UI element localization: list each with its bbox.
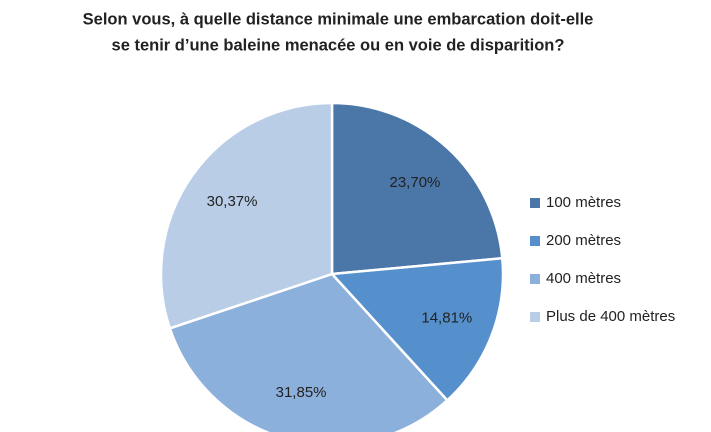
pie-slice [159, 101, 334, 330]
pie-slice [330, 101, 504, 276]
data-label: 31,85% [276, 384, 327, 401]
legend-swatch [530, 274, 540, 284]
data-label: 14,81% [421, 309, 472, 326]
legend-label: 200 mètres [546, 232, 621, 249]
chart-title: Selon vous, à quelle distance minimale u… [83, 10, 594, 28]
data-label: 30,37% [207, 193, 258, 210]
legend-swatch [530, 236, 540, 246]
legend-label: 100 mètres [546, 194, 621, 211]
pie-slice [168, 272, 450, 432]
legend-swatch [530, 312, 540, 322]
pie-slice [329, 256, 505, 403]
legend-swatch [530, 198, 540, 208]
legend-label: Plus de 400 mètres [546, 308, 675, 325]
chart-title: se tenir d’une baleine menacée ou en voi… [112, 36, 565, 54]
legend-label: 400 mètres [546, 270, 621, 287]
data-label: 23,70% [390, 174, 441, 191]
